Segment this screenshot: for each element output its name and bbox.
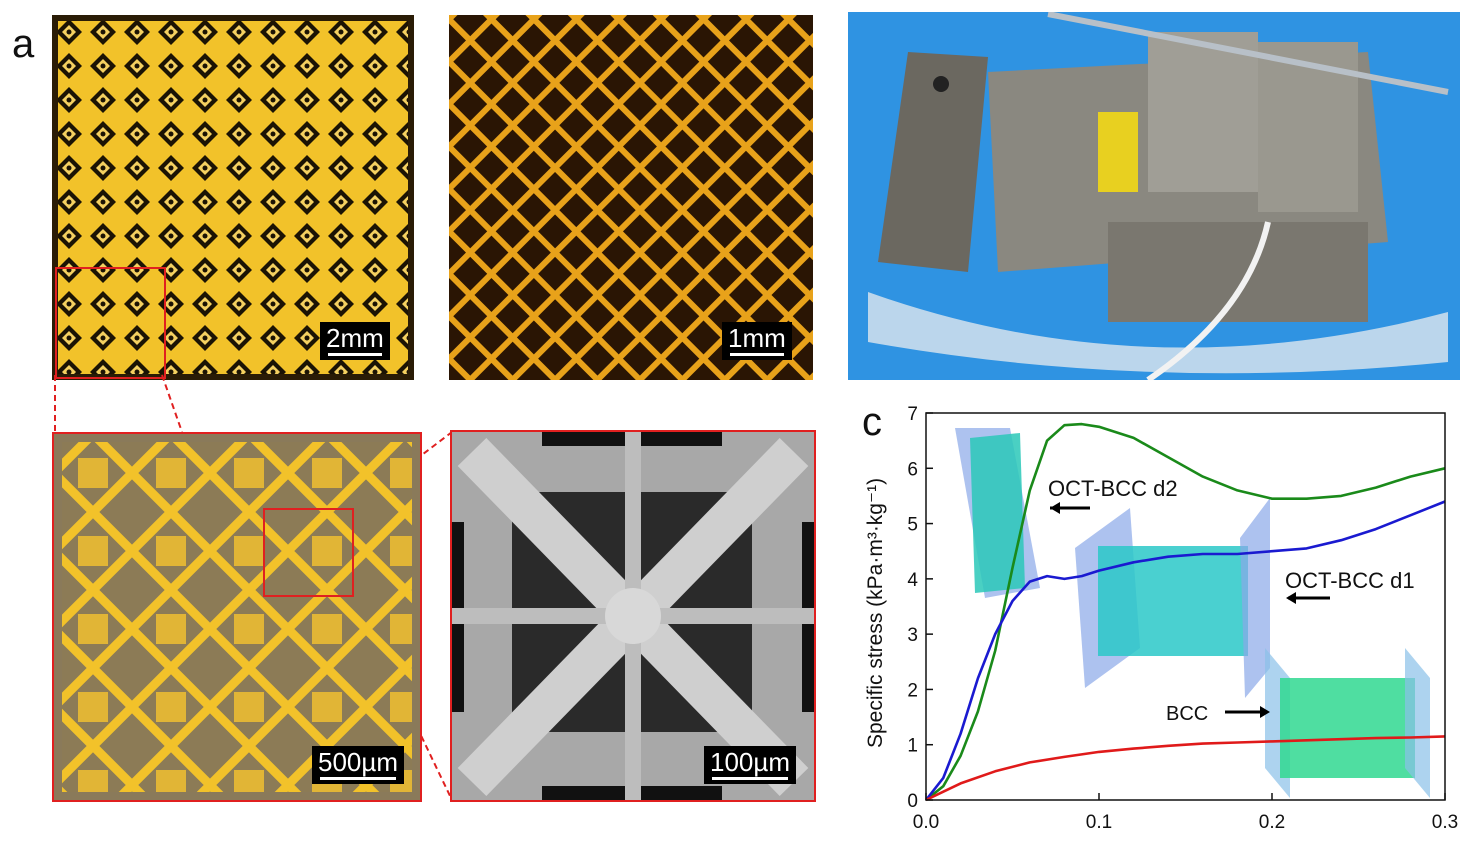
annotation-d1: OCT-BCC d1 bbox=[1285, 568, 1415, 593]
scale-bar-label: 2mm bbox=[326, 323, 384, 353]
scale-bar-500um: 500µm bbox=[312, 746, 405, 784]
scale-bar-label: 500µm bbox=[318, 747, 399, 777]
y-tick-label: 2 bbox=[907, 680, 918, 701]
x-tick-label: 0.1 bbox=[1086, 812, 1112, 833]
y-tick-label: 1 bbox=[907, 736, 918, 757]
sem-image bbox=[450, 430, 816, 802]
y-tick-label: 3 bbox=[907, 625, 918, 646]
scale-bar-2mm: 2mm bbox=[320, 322, 390, 360]
series-layer bbox=[924, 422, 1446, 802]
y-axis-label: Specific stress (kPa·m³·kg⁻¹) bbox=[864, 478, 887, 748]
scale-bar-100um: 100µm bbox=[704, 746, 797, 784]
lattice-photo-macro bbox=[52, 15, 414, 380]
lattice-photo-zoom bbox=[52, 432, 422, 802]
y-tick-label: 4 bbox=[907, 570, 918, 591]
x-tick-label: 0.2 bbox=[1259, 812, 1285, 833]
stress-strain-chart: 0 1 2 3 4 5 6 7 0.0 0.1 0.2 0.3 OCT-BCC d2 OCT-BCC … bbox=[864, 404, 1458, 833]
x-tick-label: 0.3 bbox=[1432, 812, 1458, 833]
zoom-region-box bbox=[55, 267, 166, 379]
lattice-inset-bcc bbox=[1265, 648, 1430, 798]
lattice-inset-d2 bbox=[955, 428, 1040, 598]
panel-label-a: a bbox=[12, 22, 35, 66]
series-line-1 bbox=[924, 500, 1446, 801]
arrowhead-d1 bbox=[1286, 592, 1296, 604]
x-tick-label: 0.0 bbox=[913, 812, 939, 833]
y-tick-label: 7 bbox=[907, 404, 918, 425]
y-tick-label: 0 bbox=[907, 791, 918, 812]
series-line-2 bbox=[925, 735, 1446, 802]
axes-layer: 0 1 2 3 4 5 6 7 0.0 0.1 0.2 0.3 bbox=[907, 404, 1458, 833]
annotation-d2: OCT-BCC d2 bbox=[1048, 476, 1178, 501]
scale-bar-label: 100µm bbox=[710, 747, 791, 777]
zoom-region-box-inner bbox=[263, 508, 354, 597]
lattice-photo-side bbox=[449, 15, 813, 380]
annotation-bcc: BCC bbox=[1166, 703, 1208, 725]
scale-bar-label: 1mm bbox=[728, 323, 786, 353]
y-tick-label: 6 bbox=[907, 459, 918, 480]
arrowhead-d2 bbox=[1050, 502, 1060, 514]
scale-bar-1mm: 1mm bbox=[722, 322, 792, 360]
plot-frame bbox=[925, 412, 1446, 801]
series-line-0 bbox=[925, 422, 1446, 802]
panel-label-c: c bbox=[862, 400, 882, 444]
test-fixture-photo bbox=[848, 12, 1460, 380]
y-tick-label: 5 bbox=[907, 515, 918, 536]
arrowhead-bcc bbox=[1260, 706, 1270, 718]
lattice-inset-d1 bbox=[1075, 498, 1270, 698]
